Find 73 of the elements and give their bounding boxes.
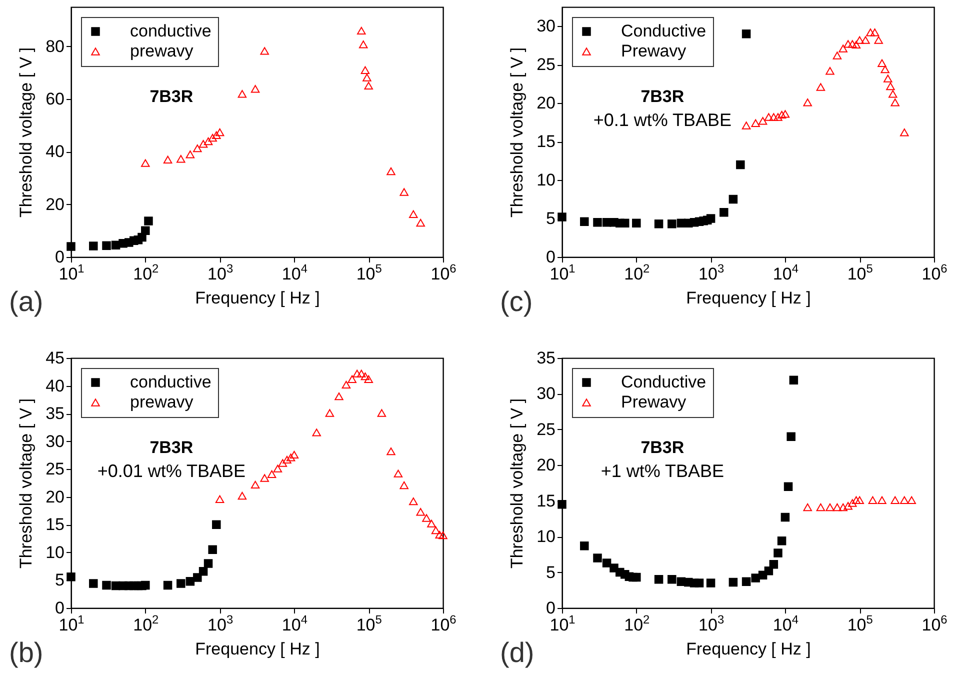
- annotation: 7B3R: [150, 87, 194, 106]
- y-tick-label: 10: [536, 170, 556, 190]
- x-tick-label: 10$^{3}$: [698, 262, 724, 284]
- y-tick-label: 15: [46, 515, 64, 534]
- legend-label: Conductive: [621, 22, 706, 40]
- text: (c): [500, 286, 533, 317]
- legend-label: Prewavy: [621, 392, 687, 412]
- legend-label: Prewavy: [621, 42, 687, 60]
- text: (b): [9, 637, 44, 668]
- annotation: +0.01 wt% TBABE: [97, 461, 246, 481]
- x-axis-title: Frequency [ Hz ]: [195, 640, 320, 658]
- y-tick-label: 25: [46, 460, 64, 479]
- y-tick-label: 20: [536, 456, 556, 475]
- x-tick-label: 10$^{6}$: [922, 262, 948, 284]
- y-tick-label: 20: [536, 94, 556, 113]
- x-tick-label: 10$^{6}$: [922, 612, 948, 634]
- annotation: 7B3R: [640, 87, 684, 106]
- x-tick-label: 10$^{4}$: [772, 262, 799, 284]
- annotation: +1 wt% TBABE: [600, 461, 724, 481]
- x-tick-label: 10$^{2}$: [624, 612, 650, 634]
- x-tick-label: 10$^{3}$: [208, 612, 234, 634]
- x-tick-label: 10$^{2}$: [133, 612, 160, 634]
- legend-label: conductive: [130, 372, 212, 392]
- y-tick-label: 30: [536, 384, 556, 404]
- y-tick-label: 30: [536, 16, 556, 36]
- x-tick-label: 10$^{6}$: [430, 262, 457, 284]
- y-tick-label: 5: [546, 562, 556, 582]
- annotation: +0.1 wt% TBABE: [593, 110, 732, 130]
- y-tick-label: 15: [536, 491, 556, 510]
- y-tick-label: 5: [55, 570, 64, 590]
- x-tick-label: 10$^{5}$: [356, 612, 382, 634]
- y-tick-label: 40: [46, 142, 64, 162]
- y-axis-title: Threshold voltage [ V ]: [16, 398, 36, 569]
- annotation: 7B3R: [640, 438, 684, 457]
- y-tick-label: 60: [46, 90, 64, 109]
- text: (a): [9, 286, 44, 317]
- y-tick-label: 5: [546, 209, 556, 228]
- legend-label: prewavy: [130, 42, 194, 60]
- y-axis-title: Threshold voltage [ V ]: [16, 47, 36, 218]
- y-tick-label: 15: [536, 132, 556, 152]
- y-tick-label: 30: [46, 432, 64, 451]
- y-tick-label: 40: [46, 376, 64, 396]
- x-axis-title: Frequency [ Hz ]: [686, 640, 811, 658]
- text: (d): [500, 637, 534, 668]
- x-tick-label: 10$^{4}$: [282, 612, 308, 634]
- legend-label: prewavy: [130, 392, 194, 412]
- x-tick-label: 10$^{5}$: [356, 262, 382, 284]
- y-tick-label: 80: [46, 36, 64, 56]
- legend-label: Conductive: [621, 372, 706, 392]
- y-tick-label: 10: [46, 542, 64, 562]
- y-tick-label: 35: [46, 404, 64, 424]
- y-tick-label: 45: [46, 348, 64, 368]
- x-tick-label: 10$^{6}$: [430, 612, 457, 634]
- x-tick-label: 10$^{3}$: [698, 612, 724, 634]
- annotation: 7B3R: [150, 438, 194, 457]
- x-tick-label: 10$^{5}$: [847, 262, 874, 284]
- x-tick-label: 10$^{5}$: [847, 612, 874, 634]
- x-tick-label: 10$^{2}$: [624, 262, 650, 284]
- x-tick-label: 10$^{3}$: [208, 262, 234, 284]
- y-tick-label: 20: [46, 194, 64, 214]
- x-tick-label: 10$^{4}$: [772, 612, 799, 634]
- y-tick-label: 25: [536, 55, 556, 74]
- x-tick-label: 10$^{4}$: [282, 262, 308, 284]
- x-axis-title: Frequency [ Hz ]: [686, 288, 811, 308]
- x-tick-label: 10$^{2}$: [133, 262, 160, 284]
- x-axis-title: Frequency [ Hz ]: [195, 288, 320, 308]
- y-axis-title: Threshold voltage [ V ]: [508, 398, 527, 569]
- y-tick-label: 35: [536, 348, 556, 368]
- y-tick-label: 25: [536, 420, 556, 439]
- legend-label: conductive: [130, 22, 212, 40]
- y-axis-title: Threshold voltage [ V ]: [508, 47, 527, 218]
- y-tick-label: 20: [46, 487, 64, 506]
- y-tick-label: 10: [536, 527, 556, 546]
